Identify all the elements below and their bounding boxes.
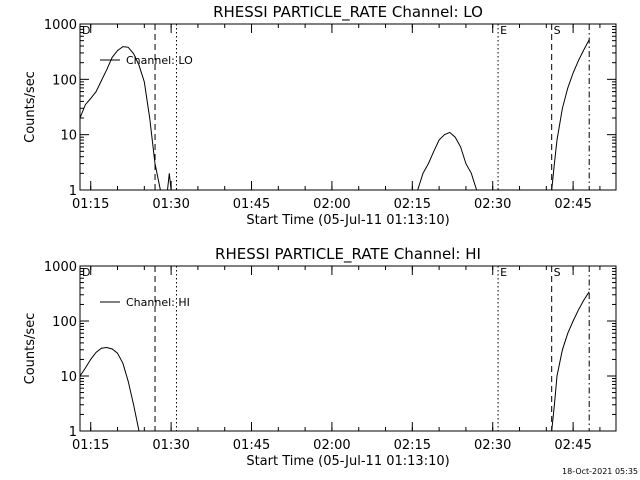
chart-0-marker-label: E xyxy=(500,24,507,37)
chart-1-xtick-label: 01:30 xyxy=(152,438,189,453)
chart-1-xtick-label: 02:30 xyxy=(474,438,511,453)
chart-1-series-line xyxy=(79,346,140,432)
chart-1-ylabel: Counts/sec xyxy=(23,313,38,385)
chart-1-marker-label: S xyxy=(554,266,561,279)
chart-0-ytick-label: 10 xyxy=(60,129,77,144)
chart-0-xtick-label: 01:45 xyxy=(233,197,270,212)
chart-0-ytick-label: 1 xyxy=(69,184,77,199)
chart-0-series-line xyxy=(417,131,478,191)
chart-1-xtick-label: 02:15 xyxy=(394,438,431,453)
panel-hi: RHESSI PARTICLE_RATE Channel: HI Counts/s… xyxy=(23,245,617,469)
chart-0-xtick-label: 01:15 xyxy=(72,197,109,212)
chart-1-legend-label: Channel: HI xyxy=(126,296,190,309)
chart-1-title: RHESSI PARTICLE_RATE Channel: HI xyxy=(215,245,481,264)
chart-1-xtick-label: 02:00 xyxy=(313,438,350,453)
chart-1-frame xyxy=(79,265,617,432)
chart-1-xtick-label: 01:15 xyxy=(72,438,109,453)
chart-0-series-line xyxy=(551,39,590,191)
chart-0-marker-label: S xyxy=(554,24,561,37)
chart-0-series-line xyxy=(167,173,172,191)
chart-1-ytick-label: 1 xyxy=(69,425,77,440)
chart-1-xtick-label: 01:45 xyxy=(233,438,270,453)
chart-0-marker-label: D xyxy=(82,24,90,37)
chart-0-xtick-label: 02:15 xyxy=(394,197,431,212)
chart-0-xtick-label: 02:45 xyxy=(554,197,591,212)
chart-0-xtick-label: 02:00 xyxy=(313,197,350,212)
panel-lo: RHESSI PARTICLE_RATE Channel: LO Counts/s… xyxy=(23,3,617,228)
chart-0-series-line xyxy=(79,46,161,191)
chart-0-xlabel: Start Time (05-Jul-11 01:13:10) xyxy=(246,213,449,228)
chart-0-xtick-label: 02:30 xyxy=(474,197,511,212)
chart-1-series-line xyxy=(551,291,590,432)
chart-0-frame xyxy=(79,23,617,191)
footer-timestamp: 18-Oct-2021 05:35 xyxy=(562,467,638,476)
chart-1-xlabel: Start Time (05-Jul-11 01:13:10) xyxy=(246,454,449,469)
chart-1-ytick-label: 100 xyxy=(52,315,77,330)
chart-1-ytick-label: 10 xyxy=(60,370,77,385)
chart-0-legend-label: Channel: LO xyxy=(126,54,193,67)
chart-1-marker-label: E xyxy=(500,266,507,279)
chart-0-ylabel: Counts/sec xyxy=(23,71,38,143)
chart-0-ytick-label: 1000 xyxy=(44,18,77,33)
chart-0-xtick-label: 01:30 xyxy=(152,197,189,212)
chart-1-xtick-label: 02:45 xyxy=(554,438,591,453)
chart-0-ytick-label: 100 xyxy=(52,73,77,88)
chart-1-marker-label: D xyxy=(82,266,90,279)
chart-1-ytick-label: 1000 xyxy=(44,260,77,275)
chart-0-title: RHESSI PARTICLE_RATE Channel: LO xyxy=(213,3,483,22)
